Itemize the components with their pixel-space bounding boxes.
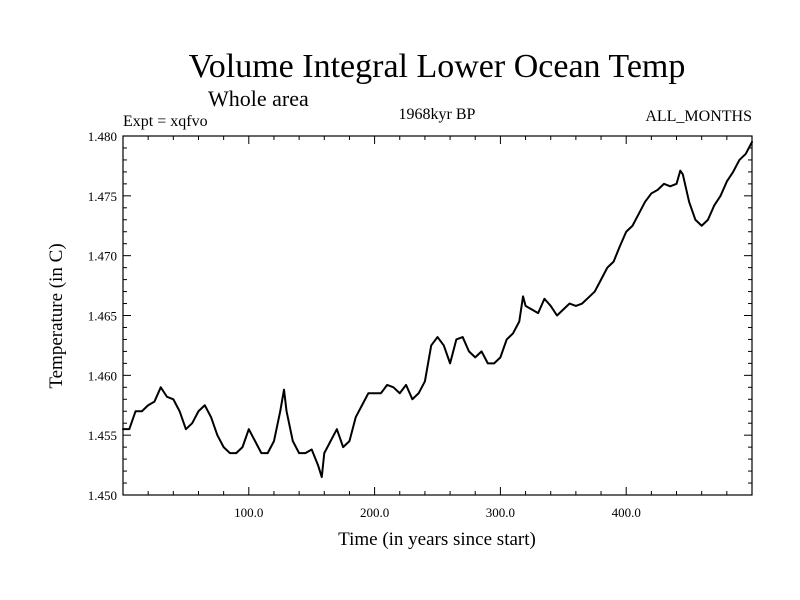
plot-frame [122, 135, 753, 496]
y-axis-label: Temperature (in C) [46, 243, 67, 388]
x-tick-label: 300.0 [486, 505, 515, 520]
months-label: ALL_MONTHS [645, 108, 752, 125]
x-tick-label: 400.0 [612, 505, 641, 520]
x-axis-label: Time (in years since start) [338, 529, 536, 550]
y-tick-label: 1.455 [88, 428, 117, 443]
y-tick-label: 1.480 [88, 129, 117, 144]
x-tick-label: 100.0 [234, 505, 263, 520]
y-tick-label: 1.460 [88, 368, 117, 383]
y-tick-label: 1.450 [88, 488, 117, 503]
x-tick-label: 200.0 [360, 505, 389, 520]
series-line [122, 140, 753, 479]
x-ticks [147, 136, 728, 495]
y-tick-labels: 1.450 1.455 1.460 1.465 1.470 1.475 1.480 [88, 129, 117, 503]
y-tick-label: 1.470 [88, 249, 117, 264]
y-tick-label: 1.465 [88, 309, 117, 324]
chart-subtitle: Whole area [208, 86, 309, 111]
chart-title: Volume Integral Lower Ocean Temp [189, 48, 686, 85]
y-tick-label: 1.475 [88, 189, 117, 204]
period-label: 1968kyr BP [399, 106, 476, 123]
experiment-label: Expt = xqfvo [123, 113, 208, 130]
x-tick-labels: 100.0 200.0 300.0 400.0 [234, 505, 641, 520]
